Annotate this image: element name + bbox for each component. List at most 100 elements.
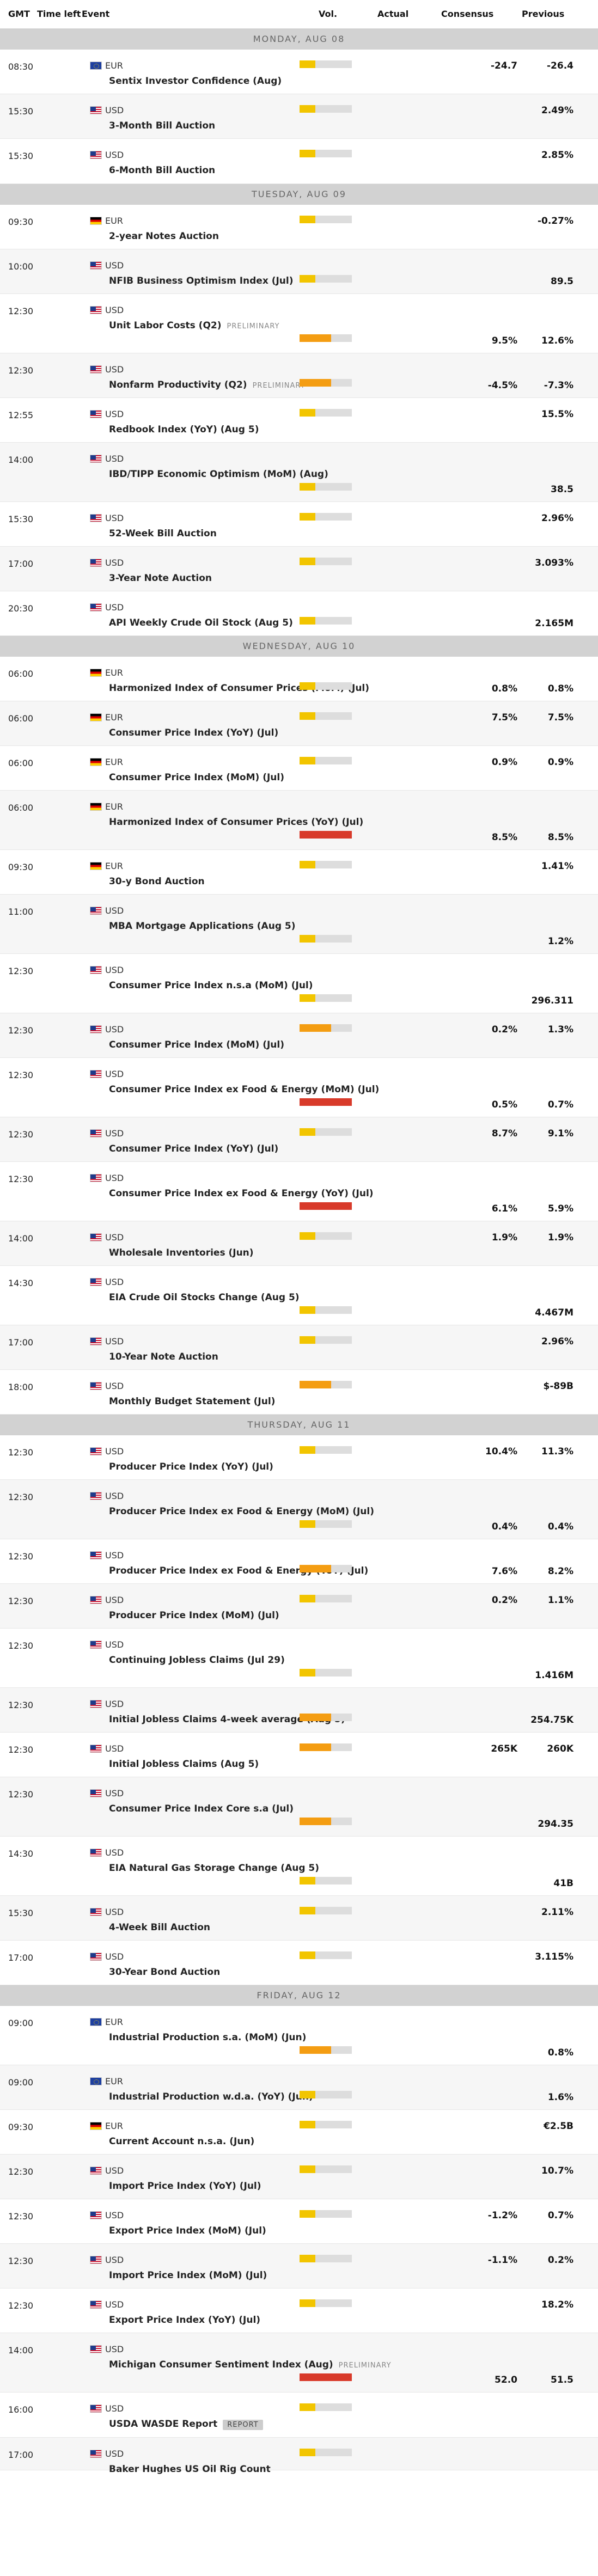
event-name-text: EIA Natural Gas Storage Change (Aug 5): [109, 1863, 320, 1874]
event-name[interactable]: MBA Mortgage Applications (Aug 5): [109, 921, 296, 932]
event-name[interactable]: Sentix Investor Confidence (Aug): [109, 76, 282, 87]
event-row[interactable]: 14:00 USD Wholesale Inventories (Jun) 1.9% 1…: [0, 1221, 598, 1266]
currency: USD: [90, 1024, 124, 1035]
event-row[interactable]: 15:30 USD 3-Month Bill Auction 2.49%: [0, 94, 598, 139]
event-row[interactable]: 12:30 USD Import Price Index (YoY) (Jul) 10…: [0, 2155, 598, 2199]
event-row[interactable]: 17:00 USD 10-Year Note Auction 2.96%: [0, 1325, 598, 1370]
event-row[interactable]: 16:00 USD USDA WASDE Report REPORT: [0, 2393, 598, 2438]
event-row[interactable]: 09:00 EUR Industrial Production s.a. (MoM)…: [0, 2006, 598, 2065]
volatility-bar: [300, 2373, 352, 2381]
event-row[interactable]: 10:00 USD NFIB Business Optimism Index (Ju…: [0, 249, 598, 294]
day-header: FRIDAY, AUG 12: [0, 1985, 598, 2006]
event-name[interactable]: IBD/TIPP Economic Optimism (MoM) (Aug): [109, 469, 328, 480]
event-time: 12:30: [8, 1641, 34, 1651]
event-row[interactable]: 09:30 EUR Current Account n.s.a. (Jun) €2.5…: [0, 2110, 598, 2155]
event-name[interactable]: 6-Month Bill Auction: [109, 165, 215, 176]
event-row[interactable]: 12:30 USD Continuing Jobless Claims (Jul 2…: [0, 1629, 598, 1688]
event-name[interactable]: EIA Natural Gas Storage Change (Aug 5): [109, 1863, 319, 1874]
event-name[interactable]: Producer Price Index (MoM) (Jul): [109, 1610, 279, 1621]
event-row[interactable]: 12:30 USD Initial Jobless Claims (Aug 5) 26…: [0, 1733, 598, 1777]
event-name[interactable]: Industrial Production s.a. (MoM) (Jun): [109, 2032, 306, 2043]
event-name[interactable]: Wholesale Inventories (Jun): [109, 1247, 254, 1258]
event-name[interactable]: Consumer Price Index (MoM) (Jul): [109, 1039, 284, 1050]
event-name[interactable]: Continuing Jobless Claims (Jul 29): [109, 1655, 285, 1666]
event-name[interactable]: Industrial Production w.d.a. (YoY) (Jun): [109, 2091, 313, 2102]
event-name[interactable]: Producer Price Index (YoY) (Jul): [109, 1461, 273, 1472]
event-name[interactable]: Import Price Index (MoM) (Jul): [109, 2270, 267, 2281]
event-name[interactable]: Monthly Budget Statement (Jul): [109, 1396, 275, 1407]
event-row[interactable]: 14:30 USD EIA Crude Oil Stocks Change (Aug…: [0, 1266, 598, 1325]
event-row[interactable]: 12:30 USD Consumer Price Index ex Food & E…: [0, 1162, 598, 1221]
event-row[interactable]: 11:00 USD MBA Mortgage Applications (Aug 5…: [0, 895, 598, 954]
event-name[interactable]: NFIB Business Optimism Index (Jul): [109, 276, 294, 286]
event-row[interactable]: 18:00 USD Monthly Budget Statement (Jul) $-…: [0, 1370, 598, 1415]
event-name[interactable]: Redbook Index (YoY) (Aug 5): [109, 424, 259, 435]
event-name[interactable]: Consumer Price Index (MoM) (Jul): [109, 772, 284, 783]
event-row[interactable]: 12:30 USD Consumer Price Index Core s.a (J…: [0, 1777, 598, 1837]
event-name[interactable]: Consumer Price Index n.s.a (MoM) (Jul): [109, 980, 313, 991]
event-name[interactable]: Export Price Index (MoM) (Jul): [109, 2225, 266, 2236]
event-row[interactable]: 12:30 USD Producer Price Index (YoY) (Jul)…: [0, 1435, 598, 1480]
event-row[interactable]: 08:30 EUR Sentix Investor Confidence (Aug)…: [0, 50, 598, 94]
event-name[interactable]: 10-Year Note Auction: [109, 1351, 218, 1362]
event-name[interactable]: USDA WASDE Report REPORT: [109, 2419, 263, 2430]
event-name[interactable]: 3-Month Bill Auction: [109, 120, 215, 131]
event-row[interactable]: 15:30 USD 52-Week Bill Auction 2.96%: [0, 502, 598, 547]
event-name[interactable]: Consumer Price Index ex Food & Energy (Y…: [109, 1188, 374, 1199]
event-name[interactable]: Import Price Index (YoY) (Jul): [109, 2181, 261, 2192]
event-row[interactable]: 06:00 EUR Consumer Price Index (MoM) (Jul)…: [0, 746, 598, 791]
event-row[interactable]: 09:00 EUR Industrial Production w.d.a. (Yo…: [0, 2065, 598, 2110]
event-name[interactable]: API Weekly Crude Oil Stock (Aug 5): [109, 617, 293, 628]
event-name[interactable]: Baker Hughes US Oil Rig Count: [109, 2464, 271, 2475]
event-name[interactable]: Consumer Price Index (YoY) (Jul): [109, 1143, 278, 1154]
event-row[interactable]: 17:00 USD 30-Year Bond Auction 3.115%: [0, 1941, 598, 1985]
event-name[interactable]: Consumer Price Index Core s.a (Jul): [109, 1803, 294, 1814]
event-name[interactable]: Current Account n.s.a. (Jun): [109, 2136, 254, 2147]
event-row[interactable]: 06:00 EUR Consumer Price Index (YoY) (Jul)…: [0, 701, 598, 746]
event-row[interactable]: 15:30 USD 4-Week Bill Auction 2.11%: [0, 1896, 598, 1941]
event-name[interactable]: 30-y Bond Auction: [109, 876, 205, 887]
event-row[interactable]: 12:30 USD Unit Labor Costs (Q2) PRELIMINARY…: [0, 294, 598, 353]
event-name[interactable]: Nonfarm Productivity (Q2) PRELIMINARY: [109, 380, 306, 390]
event-row[interactable]: 14:00 USD Michigan Consumer Sentiment Inde…: [0, 2333, 598, 2393]
event-row[interactable]: 12:30 USD Consumer Price Index (YoY) (Jul)…: [0, 1117, 598, 1162]
event-row[interactable]: 14:30 USD EIA Natural Gas Storage Change (…: [0, 1837, 598, 1896]
event-row[interactable]: 12:30 USD Producer Price Index ex Food & E…: [0, 1539, 598, 1584]
event-name[interactable]: Consumer Price Index ex Food & Energy (M…: [109, 1084, 379, 1095]
event-row[interactable]: 09:30 EUR 2-year Notes Auction -0.27%: [0, 205, 598, 249]
event-row[interactable]: 09:30 EUR 30-y Bond Auction 1.41%: [0, 850, 598, 895]
event-name[interactable]: Producer Price Index ex Food & Energy (M…: [109, 1506, 374, 1517]
event-row[interactable]: 12:30 USD Initial Jobless Claims 4-week av…: [0, 1688, 598, 1733]
event-row[interactable]: 06:00 EUR Harmonized Index of Consumer Pri…: [0, 657, 598, 701]
event-name[interactable]: 3-Year Note Auction: [109, 573, 212, 584]
col-previous: Previous: [522, 9, 565, 19]
event-row[interactable]: 12:30 USD Producer Price Index (MoM) (Jul)…: [0, 1584, 598, 1629]
event-row[interactable]: 12:30 USD Nonfarm Productivity (Q2) PRELIMI…: [0, 353, 598, 398]
event-row[interactable]: 12:30 USD Consumer Price Index (MoM) (Jul)…: [0, 1013, 598, 1058]
event-row[interactable]: 17:00 USD 3-Year Note Auction 3.093%: [0, 547, 598, 591]
event-row[interactable]: 06:00 EUR Harmonized Index of Consumer Pri…: [0, 791, 598, 850]
event-name[interactable]: Initial Jobless Claims (Aug 5): [109, 1759, 259, 1770]
event-row[interactable]: 20:30 USD API Weekly Crude Oil Stock (Aug …: [0, 591, 598, 636]
event-name[interactable]: Harmonized Index of Consumer Prices (YoY…: [109, 817, 363, 828]
event-name[interactable]: Export Price Index (YoY) (Jul): [109, 2315, 260, 2326]
event-name[interactable]: 2-year Notes Auction: [109, 231, 219, 242]
event-name[interactable]: 30-Year Bond Auction: [109, 1967, 220, 1978]
event-row[interactable]: 12:30 USD Consumer Price Index n.s.a (MoM)…: [0, 954, 598, 1013]
event-row[interactable]: 15:30 USD 6-Month Bill Auction 2.85%: [0, 139, 598, 184]
event-name[interactable]: 52-Week Bill Auction: [109, 528, 217, 539]
event-name[interactable]: 4-Week Bill Auction: [109, 1922, 210, 1933]
event-name[interactable]: EIA Crude Oil Stocks Change (Aug 5): [109, 1292, 300, 1303]
event-row[interactable]: 12:30 USD Consumer Price Index ex Food & E…: [0, 1058, 598, 1117]
event-row[interactable]: 17:00 USD Baker Hughes US Oil Rig Count: [0, 2438, 598, 2475]
event-row[interactable]: 12:30 USD Producer Price Index ex Food & E…: [0, 1480, 598, 1539]
event-row[interactable]: 12:30 USD Import Price Index (MoM) (Jul) -1…: [0, 2244, 598, 2289]
event-name[interactable]: Michigan Consumer Sentiment Index (Aug) P…: [109, 2359, 392, 2370]
event-name[interactable]: Initial Jobless Claims 4-week average (A…: [109, 1714, 345, 1725]
event-row[interactable]: 12:30 USD Export Price Index (YoY) (Jul) 18…: [0, 2289, 598, 2333]
event-row[interactable]: 14:00 USD IBD/TIPP Economic Optimism (MoM)…: [0, 443, 598, 502]
event-name[interactable]: Unit Labor Costs (Q2) PRELIMINARY: [109, 320, 279, 331]
event-row[interactable]: 12:30 USD Export Price Index (MoM) (Jul) -1…: [0, 2199, 598, 2244]
event-row[interactable]: 12:55 USD Redbook Index (YoY) (Aug 5) 15.5%: [0, 398, 598, 443]
event-name[interactable]: Consumer Price Index (YoY) (Jul): [109, 727, 278, 738]
